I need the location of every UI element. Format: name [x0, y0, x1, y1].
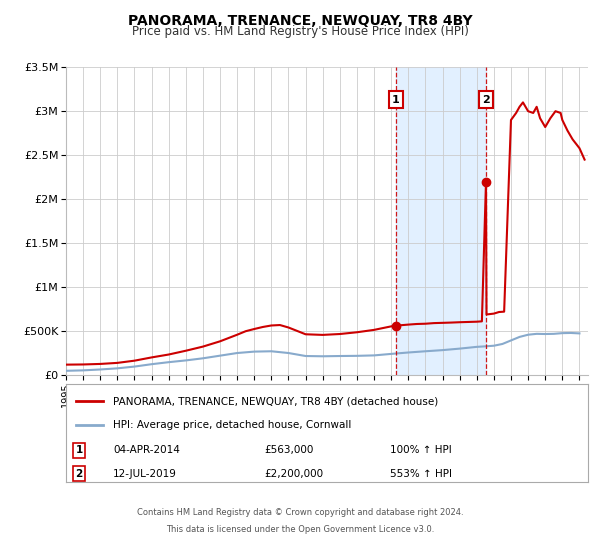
Text: 553% ↑ HPI: 553% ↑ HPI — [389, 469, 452, 479]
Text: PANORAMA, TRENANCE, NEWQUAY, TR8 4BY: PANORAMA, TRENANCE, NEWQUAY, TR8 4BY — [128, 14, 472, 28]
Text: HPI: Average price, detached house, Cornwall: HPI: Average price, detached house, Corn… — [113, 420, 352, 430]
Text: 1: 1 — [392, 95, 400, 105]
Text: £563,000: £563,000 — [265, 445, 314, 455]
Text: 100% ↑ HPI: 100% ↑ HPI — [389, 445, 451, 455]
Text: PANORAMA, TRENANCE, NEWQUAY, TR8 4BY (detached house): PANORAMA, TRENANCE, NEWQUAY, TR8 4BY (de… — [113, 396, 438, 406]
Text: 1: 1 — [76, 445, 83, 455]
Text: 2: 2 — [76, 469, 83, 479]
Text: 2: 2 — [482, 95, 490, 105]
Text: Contains HM Land Registry data © Crown copyright and database right 2024.: Contains HM Land Registry data © Crown c… — [137, 508, 463, 517]
Text: This data is licensed under the Open Government Licence v3.0.: This data is licensed under the Open Gov… — [166, 525, 434, 534]
Text: 04-APR-2014: 04-APR-2014 — [113, 445, 180, 455]
Bar — [396, 67, 486, 375]
Text: Price paid vs. HM Land Registry's House Price Index (HPI): Price paid vs. HM Land Registry's House … — [131, 25, 469, 38]
Text: 12-JUL-2019: 12-JUL-2019 — [113, 469, 177, 479]
Text: £2,200,000: £2,200,000 — [265, 469, 323, 479]
